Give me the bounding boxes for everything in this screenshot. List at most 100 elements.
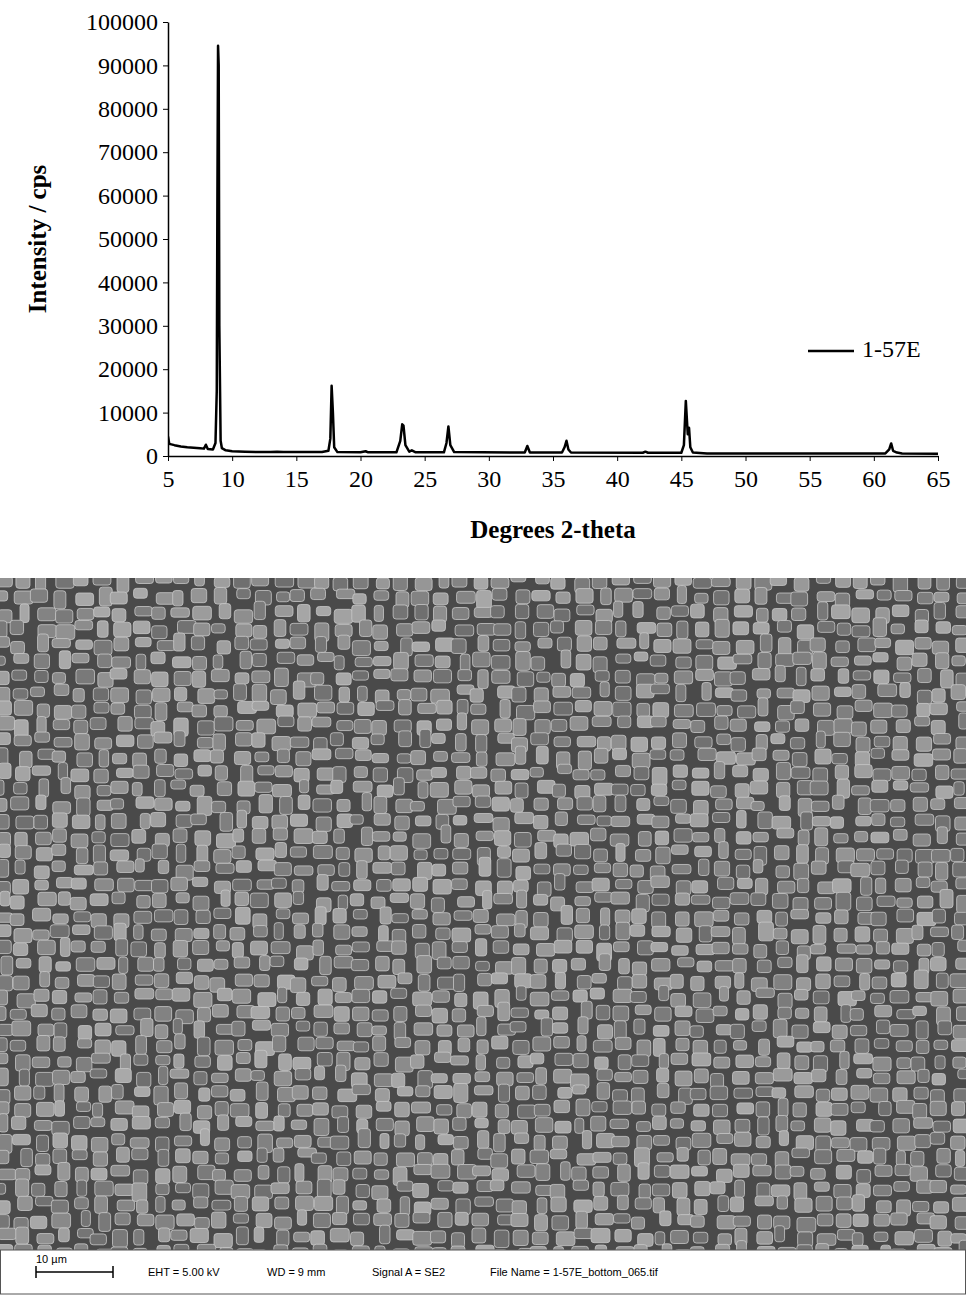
crystal [917, 896, 932, 908]
crystal [936, 786, 953, 798]
crystal [0, 815, 9, 830]
crystal [593, 796, 606, 812]
crystal [115, 1069, 131, 1083]
crystal [53, 802, 71, 814]
crystal [37, 1135, 49, 1151]
crystal [830, 817, 843, 828]
crystal [699, 926, 711, 942]
crystal [935, 1056, 945, 1069]
crystal [792, 1025, 808, 1038]
crystal [434, 751, 448, 761]
crystal [816, 913, 831, 923]
crystal [273, 785, 292, 797]
crystal [16, 578, 30, 588]
crystal [515, 746, 525, 764]
crystal [415, 655, 433, 667]
crystal [373, 1036, 386, 1051]
crystal [53, 829, 67, 842]
crystal [0, 1102, 9, 1114]
crystal [638, 832, 651, 847]
crystal [315, 1066, 325, 1079]
crystal [676, 684, 686, 701]
y-tick-label: 60000 [98, 183, 158, 209]
crystal [895, 878, 911, 891]
crystal [771, 734, 785, 744]
crystal [95, 1023, 111, 1036]
crystal [537, 605, 554, 619]
crystal [136, 1036, 147, 1055]
crystal [690, 1026, 703, 1037]
y-tick: 80000 [98, 96, 168, 122]
crystal [813, 652, 827, 669]
crystal [897, 898, 912, 907]
crystal [353, 1042, 368, 1052]
crystal [72, 705, 86, 718]
crystal [437, 700, 452, 714]
crystal [374, 669, 390, 678]
crystal [290, 623, 308, 635]
crystal [690, 814, 708, 827]
crystal [892, 705, 907, 717]
crystal [613, 1153, 627, 1164]
crystal [353, 781, 372, 792]
crystal [653, 1026, 669, 1037]
crystal [212, 801, 226, 812]
crystal [336, 673, 351, 685]
crystal [776, 1116, 788, 1132]
crystal [71, 1005, 87, 1018]
crystal [897, 1058, 911, 1069]
crystal [13, 943, 27, 955]
crystal [951, 769, 966, 779]
crystal [915, 716, 930, 725]
crystal [390, 846, 407, 860]
crystal [599, 925, 609, 940]
crystal [252, 578, 269, 586]
crystal [634, 1019, 645, 1034]
crystal [890, 991, 909, 1003]
crystal [391, 669, 408, 681]
crystal [834, 719, 852, 733]
crystal [10, 620, 23, 634]
crystal [797, 625, 813, 639]
crystal [491, 1154, 508, 1168]
crystal [937, 1148, 950, 1163]
crystal [20, 751, 32, 768]
crystal [632, 962, 646, 976]
crystal [214, 908, 231, 918]
crystal [52, 990, 66, 1003]
crystal [111, 1165, 130, 1176]
y-tick-mark [163, 456, 168, 457]
crystal [295, 1069, 311, 1080]
crystal [338, 895, 347, 909]
crystal [352, 737, 368, 748]
crystal [75, 785, 90, 799]
crystal [94, 862, 108, 875]
crystal [316, 606, 330, 615]
y-axis-title: Intensity / cps [24, 164, 51, 313]
crystal [111, 799, 124, 809]
crystal [313, 845, 332, 858]
crystal [551, 719, 566, 731]
crystal [755, 722, 770, 732]
crystal [372, 1186, 388, 1200]
crystal [376, 956, 390, 971]
crystal [316, 1037, 333, 1049]
crystal [959, 713, 966, 729]
crystal [893, 961, 907, 973]
crystal [778, 957, 792, 967]
crystal [778, 1007, 791, 1018]
crystal [272, 737, 291, 751]
crystal [735, 784, 749, 798]
x-tick: 55 [798, 456, 822, 492]
y-tick: 60000 [98, 183, 168, 209]
crystal [154, 1086, 168, 1105]
crystal [534, 1135, 545, 1150]
crystal [530, 767, 543, 777]
crystal [797, 978, 811, 991]
crystal [232, 846, 245, 859]
crystal [836, 578, 851, 587]
crystal [533, 622, 548, 636]
crystal [633, 602, 643, 618]
crystal [578, 1017, 588, 1034]
crystal [711, 578, 730, 587]
